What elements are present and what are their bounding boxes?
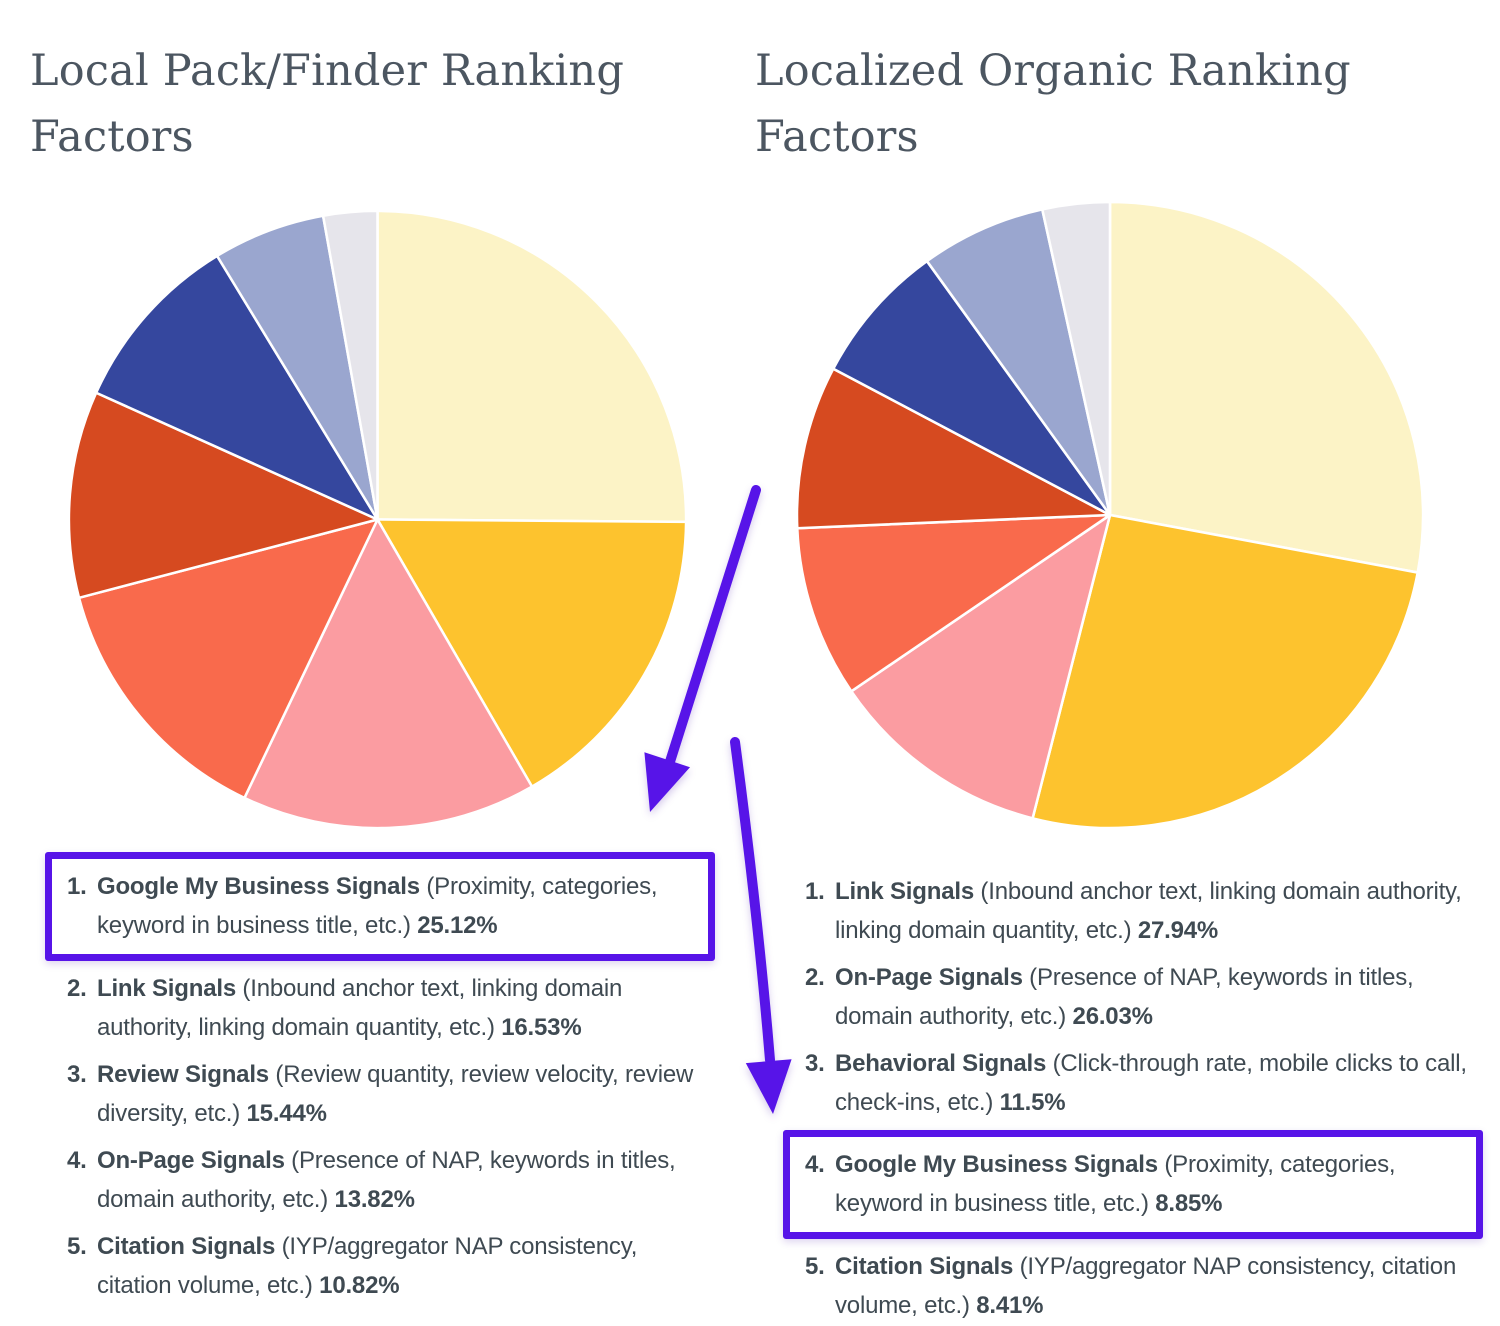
pie-slice-on-page-signals	[77, 518, 379, 800]
factor-percentage: 10.82%	[319, 1272, 400, 1299]
pie-slice-unlabeled-8	[1040, 200, 1112, 517]
item-text: Citation Signals (IYP/aggregator NAP con…	[97, 1233, 638, 1299]
factor-name: Link Signals	[835, 878, 974, 905]
factor-percentage: 8.85%	[1155, 1190, 1223, 1217]
local-pack-factor-list: 1. Google My Business Signals (Proximity,…	[45, 852, 715, 1313]
factor-name: Google My Business Signals	[97, 873, 420, 900]
factor-name: Review Signals	[97, 1061, 269, 1088]
left-list-item-1-highlighted: 1. Google My Business Signals (Proximity,…	[45, 852, 715, 961]
item-text: Google My Business Signals (Proximity, c…	[835, 1151, 1396, 1217]
factor-percentage: 26.03%	[1072, 1003, 1153, 1030]
right-list-item-3: 3. Behavioral Signals (Click-through rate…	[805, 1044, 1483, 1122]
item-number: 1.	[805, 878, 825, 905]
right-list-item-2: 2. On-Page Signals (Presence of NAP, keyw…	[805, 958, 1483, 1036]
pie-slice-google-my-business-signals	[795, 513, 1112, 693]
factor-percentage: 27.94%	[1137, 917, 1219, 944]
item-number: 1.	[67, 873, 87, 900]
item-text: Google My Business Signals (Proximity, c…	[97, 873, 658, 939]
item-number: 2.	[67, 975, 87, 1002]
item-number: 5.	[67, 1233, 87, 1260]
localized-organic-factor-list: 1. Link Signals (Inbound anchor text, lin…	[783, 872, 1483, 1326]
item-number: 4.	[67, 1147, 87, 1174]
factor-name: On-Page Signals	[97, 1147, 285, 1174]
left-list-item-3: 3. Review Signals (Review quantity, revie…	[67, 1055, 715, 1133]
item-number: 2.	[805, 964, 825, 991]
factor-percentage: 11.5%	[999, 1089, 1066, 1116]
factor-name: Citation Signals	[97, 1233, 276, 1260]
pie-slice-behavioral-signals	[850, 513, 1112, 820]
pie-slice-citation-signals	[795, 367, 1112, 530]
item-number: 4.	[805, 1151, 825, 1178]
factor-name: Link Signals	[97, 975, 236, 1002]
left-chart-title: Local Pack/Finder Ranking Factors	[30, 46, 625, 162]
item-text: Citation Signals (IYP/aggregator NAP con…	[835, 1253, 1457, 1319]
factor-name: On-Page Signals	[835, 964, 1023, 991]
pie-slice-link-signals	[1108, 200, 1425, 574]
pie-slice-google-my-business-signals	[376, 209, 688, 524]
factor-percentage: 25.12%	[417, 912, 498, 939]
right-list-item-4-highlighted: 4. Google My Business Signals (Proximity,…	[783, 1130, 1483, 1239]
factor-name: Behavioral Signals	[835, 1050, 1047, 1077]
right-list-item-5: 5. Citation Signals (IYP/aggregator NAP c…	[805, 1247, 1483, 1325]
item-number: 3.	[67, 1061, 87, 1088]
item-text: Link Signals (Inbound anchor text, linki…	[835, 878, 1462, 944]
item-number: 5.	[805, 1253, 825, 1280]
left-list-item-4: 4. On-Page Signals (Presence of NAP, keyw…	[67, 1141, 715, 1219]
factor-name: Citation Signals	[835, 1253, 1014, 1280]
item-number: 3.	[805, 1050, 825, 1077]
item-text: On-Page Signals (Presence of NAP, keywor…	[835, 964, 1414, 1030]
right-chart-title: Localized Organic Ranking Factors	[755, 46, 1351, 162]
factor-percentage: 15.44%	[246, 1100, 327, 1127]
left-list-item-5: 5. Citation Signals (IYP/aggregator NAP c…	[67, 1227, 715, 1305]
item-text: Behavioral Signals (Click-through rate, …	[835, 1050, 1467, 1116]
item-text: On-Page Signals (Presence of NAP, keywor…	[97, 1147, 676, 1213]
pie-chart-localized-organic	[795, 200, 1425, 830]
item-text: Link Signals (Inbound anchor text, linki…	[97, 975, 623, 1041]
pie-slice-unlabeled-6	[94, 254, 379, 521]
pie-chart-local-pack	[67, 209, 688, 830]
pie-slice-on-page-signals	[1031, 513, 1419, 830]
factor-percentage: 13.82%	[334, 1186, 415, 1213]
pie-slice-unlabeled-8	[321, 209, 379, 521]
factor-percentage: 16.53%	[501, 1014, 582, 1041]
factor-percentage: 8.41%	[976, 1292, 1044, 1319]
item-text: Review Signals (Review quantity, review …	[97, 1061, 694, 1127]
pie-slice-unlabeled-7	[925, 208, 1112, 517]
left-list-item-2: 2. Link Signals (Inbound anchor text, lin…	[67, 969, 715, 1047]
pie-slice-citation-signals	[67, 391, 379, 600]
right-list-item-1: 1. Link Signals (Inbound anchor text, lin…	[805, 872, 1483, 950]
factor-name: Google My Business Signals	[835, 1151, 1158, 1178]
pie-slice-review-signals	[243, 518, 534, 830]
pie-slice-unlabeled-6	[831, 259, 1112, 517]
